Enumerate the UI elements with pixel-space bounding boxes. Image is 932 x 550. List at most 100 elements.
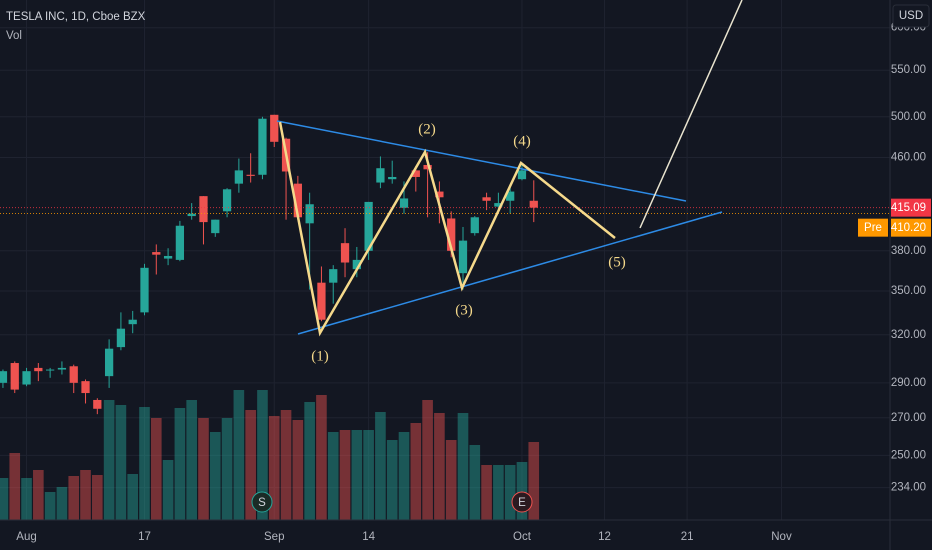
y-tick-label: 250.00 [891, 449, 926, 461]
currency-button[interactable] [892, 4, 930, 28]
trend-line-lower [297, 211, 723, 335]
volume-bar [103, 400, 115, 520]
event-marker[interactable] [251, 491, 273, 513]
candle-body [517, 170, 527, 180]
volume-bar [221, 418, 233, 520]
volume-bar [209, 432, 221, 520]
volume-bar [445, 440, 457, 520]
x-tick-label: 21 [681, 531, 694, 543]
candle-body [140, 267, 149, 313]
wave-label: (3) [455, 302, 473, 318]
candle-body [435, 191, 444, 198]
volume-bar [127, 474, 139, 520]
candle-body [34, 367, 43, 372]
y-tick-label: 270.00 [891, 412, 926, 424]
price-tag [891, 218, 931, 237]
volume-bar [292, 420, 304, 520]
candle-body [529, 200, 538, 208]
event-label: S [258, 497, 266, 509]
y-tick-label: 350.00 [891, 285, 926, 297]
volume-bar [162, 460, 174, 520]
x-tick-label: Nov [771, 531, 792, 543]
y-tick-label: 320.00 [891, 329, 926, 341]
candle-body [317, 282, 326, 320]
event-label: E [518, 497, 526, 509]
candle-body [163, 255, 173, 259]
volume-bar [44, 492, 56, 520]
volume-bar [68, 476, 80, 520]
candle-body [352, 259, 361, 270]
volume-bar [33, 470, 44, 520]
candles [0, 114, 538, 415]
candle-body [411, 170, 420, 177]
volume-bar [375, 412, 386, 520]
candle-body [482, 197, 491, 201]
candle-body [376, 168, 385, 183]
volume-bar [0, 478, 9, 520]
volume-bar [115, 405, 127, 520]
y-tick-label: 380.00 [891, 245, 926, 257]
wave-label: (1) [311, 348, 329, 364]
volume-bar [504, 465, 516, 520]
volume-bar [186, 400, 197, 520]
trend-line-upper [276, 120, 687, 202]
candle-body [364, 201, 373, 251]
volume-bar [304, 402, 315, 520]
x-tick-label: 12 [598, 531, 611, 543]
y-tick-label: 500.00 [891, 111, 926, 123]
event-marker[interactable] [511, 491, 533, 513]
price-tag-name: Pre [864, 222, 882, 234]
y-tick-label: 290.00 [891, 377, 926, 389]
candle-body [293, 183, 302, 218]
volume-bar [245, 410, 256, 520]
y-tick-label: 550.00 [891, 64, 926, 76]
volume-bar [80, 470, 91, 520]
candle-body [399, 198, 409, 208]
volume-bar [150, 418, 162, 520]
y-tick-label: 234.00 [891, 482, 926, 494]
volume-bar [268, 416, 280, 520]
volume-bar [280, 410, 292, 520]
x-tick-label: Aug [16, 531, 36, 543]
y-tick-label: 460.00 [891, 152, 926, 164]
candle-body [329, 269, 338, 283]
grid [0, 0, 890, 520]
candle-body [340, 243, 350, 263]
volume-bar [386, 440, 398, 520]
projection-line [639, 0, 743, 229]
volume-bar [363, 430, 374, 520]
wave-label: (2) [418, 121, 436, 137]
candle-body [152, 252, 161, 255]
volume-bar [493, 465, 504, 520]
volume-bar [434, 413, 445, 520]
chart-title: TESLA INC, 1D, Cboe BZX [6, 11, 146, 23]
wave-label: (5) [608, 254, 626, 270]
candle-body [506, 191, 515, 201]
x-tick-label: 17 [138, 531, 151, 543]
volume-bar [469, 445, 481, 520]
candle-body [211, 219, 220, 234]
candle-body [104, 348, 114, 377]
candle-body [494, 203, 503, 207]
candle-body [22, 371, 31, 385]
price-axis [890, 0, 932, 550]
volume-bar [316, 395, 327, 520]
candle-body [69, 366, 78, 383]
candle-body [187, 213, 196, 217]
candle-body [57, 367, 67, 370]
volume-bar [528, 442, 540, 520]
candle-body [423, 164, 432, 170]
volume-bar [9, 453, 21, 520]
candle-body [458, 240, 468, 274]
volume-bar [56, 487, 68, 520]
volume-bar [327, 432, 339, 520]
candle-body [46, 369, 55, 371]
volume-bar [457, 413, 469, 520]
candle-body [234, 170, 243, 184]
wave-label: (4) [513, 133, 531, 149]
candle-body [388, 176, 397, 180]
price-tag-label: 415.09 [891, 202, 926, 214]
volume-bar [516, 462, 528, 520]
